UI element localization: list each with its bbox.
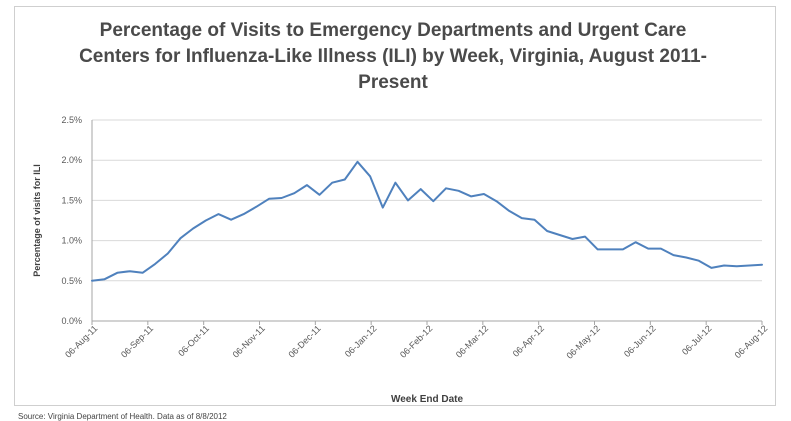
x-tick-label: 06-Jun-12 [622, 323, 658, 359]
y-tick-label: 1.5% [61, 195, 82, 205]
x-tick-label: 06-May-12 [564, 323, 601, 360]
x-tick-label: 06-Feb-12 [398, 323, 434, 359]
x-tick-label: 06-Aug-12 [733, 323, 770, 360]
x-tick-label: 06-Apr-12 [511, 323, 546, 358]
x-tick-label: 06-Dec-11 [286, 323, 322, 359]
x-tick-label: 06-Nov-11 [231, 323, 267, 359]
y-tick-label: 2.0% [61, 155, 82, 165]
x-axis-title: Week End Date [391, 394, 463, 405]
source-note: Source: Virginia Department of Health. D… [18, 412, 227, 421]
chart-title: Percentage of Visits to Emergency Depart… [79, 20, 707, 93]
x-tick-label: 06-Jan-12 [343, 323, 379, 359]
y-tick-label: 1.0% [61, 236, 82, 246]
y-tick-label: 0.5% [61, 276, 82, 286]
x-tick-label: 06-Oct-11 [176, 323, 211, 358]
chart-frame [14, 6, 776, 406]
x-tick-label: 06-Mar-12 [454, 323, 490, 359]
y-axis-title: Percentage of visits for ILI [32, 164, 42, 277]
x-tick-label: 06-Aug-11 [63, 323, 99, 359]
x-tick-label: 06-Jul-12 [680, 323, 714, 357]
y-tick-label: 0.0% [61, 316, 82, 326]
series-line [91, 160, 763, 282]
x-tick-label: 06-Sep-11 [119, 323, 155, 359]
y-tick-label: 2.5% [61, 115, 82, 125]
